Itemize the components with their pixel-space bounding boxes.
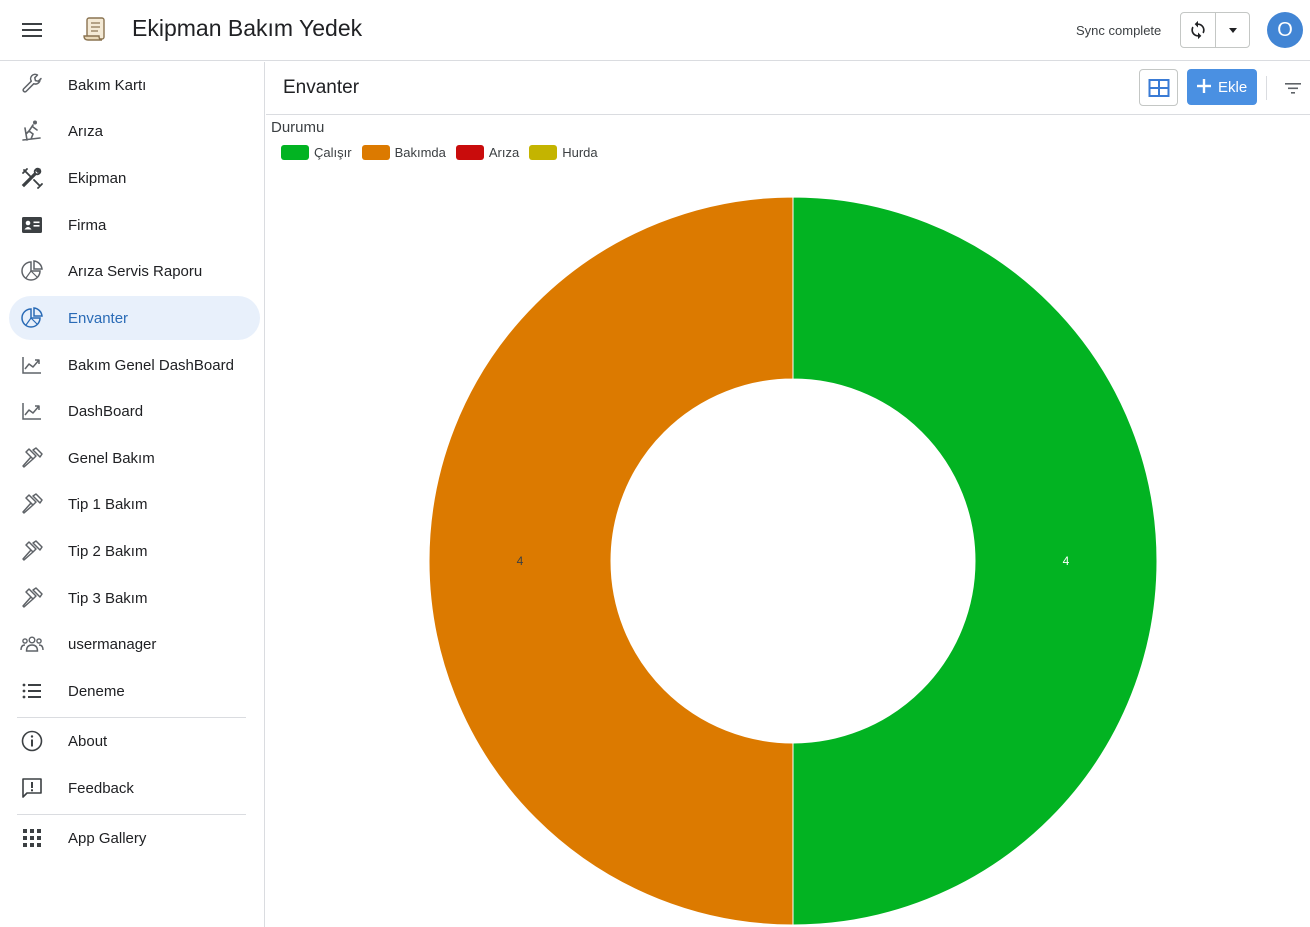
donut-chart: 44 — [428, 196, 1158, 926]
view-title: Envanter — [283, 77, 360, 98]
legend-swatch — [361, 144, 390, 160]
sidebar-item-label: usermanager — [68, 636, 157, 653]
sidebar-item-label: DashBoard — [68, 403, 144, 420]
sync-icon — [1191, 20, 1205, 40]
scroll-logo-icon — [83, 17, 105, 41]
main-content: Envanter Ekle Durumu Çalışır Bakımda Arıza… — [266, 62, 1310, 927]
data-label: 4 — [517, 554, 524, 568]
sync-dropdown-button[interactable] — [1215, 13, 1249, 47]
sidebar-item-label: About — [68, 733, 108, 750]
caret-down-icon — [1228, 28, 1237, 33]
legend-label: Çalışır — [314, 144, 352, 160]
sidebar-item-about[interactable]: About — [9, 719, 260, 763]
sidebar-item-ariza-servis-raporu[interactable]: Arıza Servis Raporu — [9, 249, 260, 293]
legend-label: Bakımda — [394, 144, 446, 160]
trend-chart-icon — [22, 357, 41, 374]
feedback-icon — [22, 778, 42, 798]
sidebar: Bakım Kartı Arıza Ekipman Firma Arıza Se… — [0, 62, 265, 927]
chart-legend: Çalışır Bakımda Arıza Hurda — [281, 142, 608, 162]
sidebar-item-label: Bakım Kartı — [68, 77, 147, 94]
chart-title: Durumu — [271, 119, 325, 136]
toolbar-separator — [1266, 76, 1267, 100]
sidebar-item-label: Arıza Servis Raporu — [68, 263, 203, 280]
data-label: 4 — [1063, 554, 1070, 568]
sidebar-item-bakim-genel-dashboard[interactable]: Bakım Genel DashBoard — [9, 343, 260, 387]
legend-item[interactable]: Çalışır — [281, 144, 352, 160]
top-bar: Ekipman Bakım Yedek Sync complete O — [0, 0, 1310, 61]
hammer-icon — [22, 493, 43, 514]
sidebar-item-label: Bakım Genel DashBoard — [68, 357, 234, 374]
legend-item[interactable]: Hurda — [529, 144, 598, 160]
sidebar-item-dashboard[interactable]: DashBoard — [9, 389, 260, 433]
donut-slice[interactable] — [428, 196, 794, 926]
sidebar-item-label: Envanter — [68, 310, 129, 327]
sidebar-item-label: Feedback — [68, 780, 134, 797]
avatar[interactable]: O — [1267, 12, 1303, 48]
sync-control — [1180, 12, 1250, 48]
sidebar-item-tip-2-bakim[interactable]: Tip 2 Bakım — [9, 529, 260, 573]
filter-icon[interactable] — [1282, 78, 1304, 98]
sidebar-item-label: Genel Bakım — [68, 450, 155, 467]
table-view-button[interactable] — [1139, 69, 1178, 106]
sync-button[interactable] — [1181, 13, 1215, 47]
sidebar-item-firma[interactable]: Firma — [9, 203, 260, 247]
sidebar-item-bakim-karti[interactable]: Bakım Kartı — [9, 63, 260, 107]
app-title: Ekipman Bakım Yedek — [132, 15, 363, 41]
legend-label: Hurda — [562, 144, 598, 160]
sidebar-item-tip-1-bakim[interactable]: Tip 1 Bakım — [9, 482, 260, 526]
sidebar-item-tip-3-bakim[interactable]: Tip 3 Bakım — [9, 576, 260, 620]
hammer-icon — [22, 447, 43, 468]
sidebar-divider — [17, 717, 246, 718]
info-icon — [21, 730, 43, 752]
hammer-icon — [22, 540, 43, 561]
contact-card-icon — [22, 217, 42, 233]
donut-slice[interactable] — [792, 196, 1158, 926]
grid-icon — [23, 829, 41, 847]
list-icon — [22, 683, 41, 699]
sidebar-item-label: Ekipman — [68, 170, 127, 187]
legend-swatch — [455, 144, 484, 160]
add-button[interactable]: Ekle — [1187, 69, 1257, 105]
sidebar-item-usermanager[interactable]: usermanager — [9, 622, 260, 666]
sidebar-item-ekipman[interactable]: Ekipman — [9, 156, 260, 200]
table-icon — [1148, 78, 1169, 97]
wrench-icon — [22, 73, 42, 93]
view-header: Envanter Ekle — [266, 62, 1310, 115]
hammer-icon — [22, 587, 43, 608]
legend-swatch — [529, 144, 558, 160]
sidebar-divider — [17, 814, 246, 815]
sidebar-item-label: Firma — [68, 217, 107, 234]
sidebar-item-genel-bakim[interactable]: Genel Bakım — [9, 436, 260, 480]
sidebar-item-label: Deneme — [68, 683, 125, 700]
sync-status: Sync complete — [1076, 23, 1162, 38]
tools-icon — [21, 167, 43, 189]
pie-chart-icon — [21, 260, 43, 281]
pie-chart-icon — [21, 307, 43, 328]
sidebar-item-label: Tip 1 Bakım — [68, 496, 148, 513]
sidebar-item-app-gallery[interactable]: App Gallery — [9, 816, 260, 860]
legend-item[interactable]: Bakımda — [361, 144, 446, 160]
sidebar-item-deneme[interactable]: Deneme — [9, 669, 260, 713]
skier-icon — [22, 120, 41, 141]
trend-chart-icon — [22, 403, 41, 420]
menu-icon[interactable] — [20, 18, 44, 42]
legend-swatch — [281, 144, 309, 160]
sidebar-item-feedback[interactable]: Feedback — [9, 766, 260, 810]
sidebar-item-label: Tip 3 Bakım — [68, 590, 148, 607]
plus-icon — [1197, 79, 1211, 93]
legend-label: Arıza — [488, 144, 520, 160]
sidebar-item-envanter[interactable]: Envanter — [9, 296, 260, 340]
sidebar-item-ariza[interactable]: Arıza — [9, 109, 260, 153]
sidebar-item-label: App Gallery — [68, 830, 147, 847]
users-icon — [20, 636, 44, 652]
add-button-label: Ekle — [1218, 79, 1248, 96]
sidebar-item-label: Tip 2 Bakım — [68, 543, 148, 560]
sidebar-item-label: Arıza — [68, 123, 104, 140]
legend-item[interactable]: Arıza — [455, 144, 520, 160]
